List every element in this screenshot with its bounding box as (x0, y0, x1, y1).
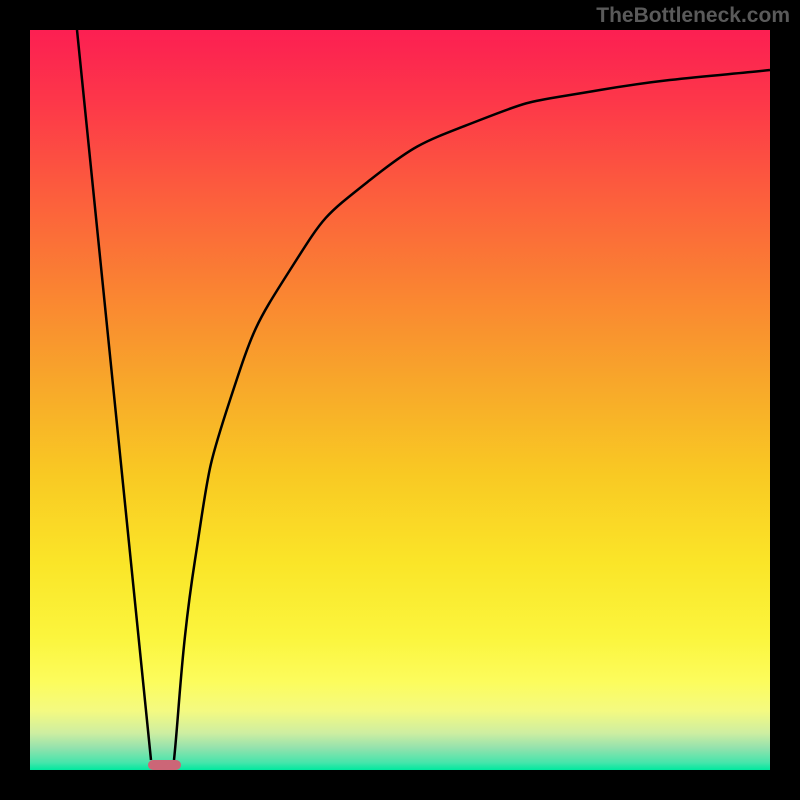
chart-container: TheBottleneck.com (0, 0, 800, 800)
watermark-text: TheBottleneck.com (596, 4, 790, 28)
optimal-marker (148, 760, 181, 770)
bottleneck-chart (0, 0, 800, 800)
